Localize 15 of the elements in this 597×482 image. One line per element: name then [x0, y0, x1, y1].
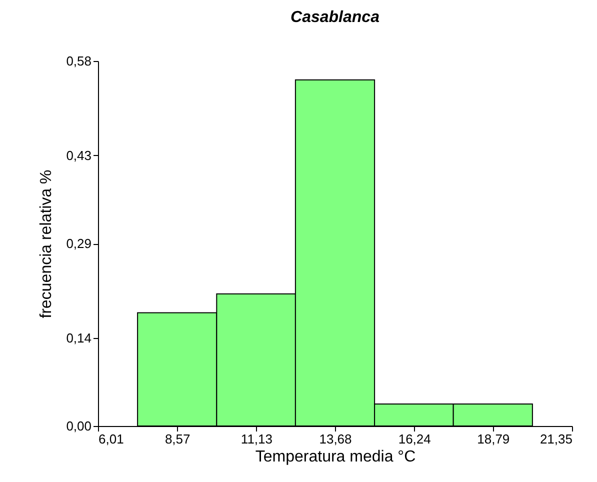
x-tick-label: 8,57	[164, 432, 190, 446]
x-tick-label: 16,24	[398, 432, 431, 446]
x-axis-title: Temperatura media °C	[255, 448, 416, 466]
x-tick-label: 13,68	[319, 432, 352, 446]
y-tick-label: 0,00	[66, 418, 92, 434]
x-tick-label: 11,13	[240, 432, 272, 446]
x-tick-label: 6,01	[98, 432, 124, 446]
x-tick-label: 18,79	[477, 432, 510, 446]
y-tick-label: 0,29	[66, 236, 92, 251]
y-axis-title: frecuencia relativa %	[38, 170, 56, 318]
chart-title: Casablanca	[290, 9, 380, 26]
y-tick-label: 0,58	[66, 54, 92, 68]
y-tick-label: 0,43	[66, 148, 92, 163]
y-tick-label: 0,14	[66, 330, 92, 346]
x-tick-label: 21,35	[540, 432, 572, 446]
